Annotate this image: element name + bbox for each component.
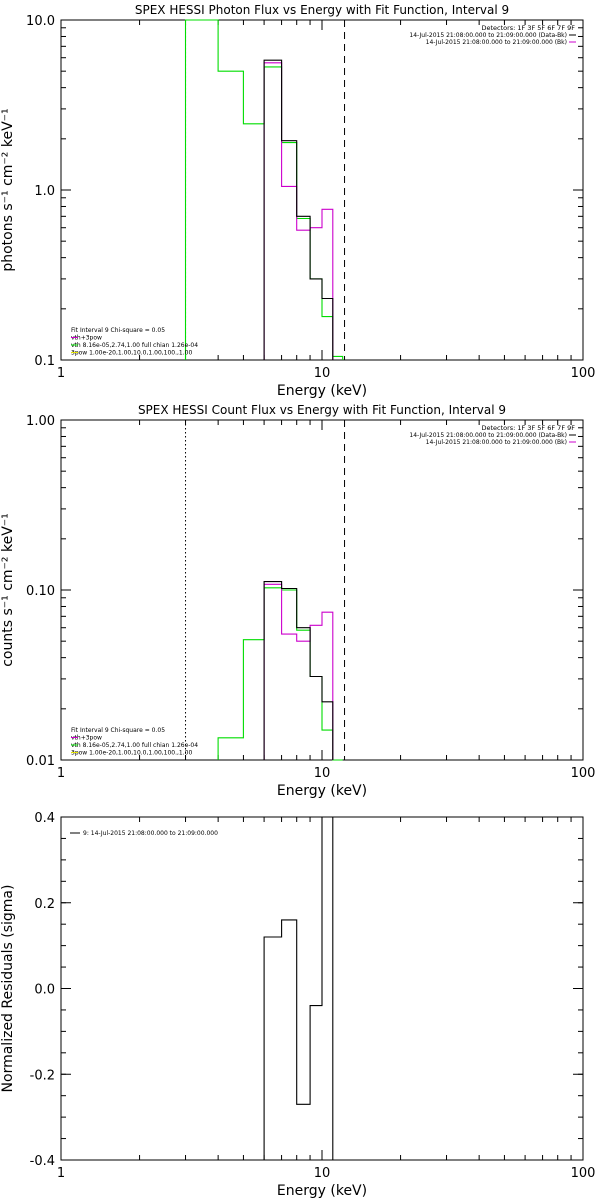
legend-entry-label: Fit Interval 9 Chi-square = 0.05 xyxy=(71,727,165,734)
detectors-label: Detectors: 1F 3F 5F 6F 7F 9F xyxy=(481,24,575,32)
x-tick-label: 100 xyxy=(571,1166,596,1181)
legend-entry-label: 9: 14-Jul-2015 21:08:00.000 to 21:09:00.… xyxy=(83,830,218,837)
count-flux-panel: SPEX HESSI Count Flux vs Energy with Fit… xyxy=(0,403,595,799)
chart-title: SPEX HESSI Photon Flux vs Energy with Fi… xyxy=(135,3,509,17)
x-tick-label: 1 xyxy=(57,366,65,381)
legend-entry-label: vth+3pow xyxy=(71,735,102,742)
y-axis-label: photons s⁻¹ cm⁻² keV⁻¹ xyxy=(0,108,16,271)
detectors-label: Detectors: 1F 3F 5F 6F 7F 9F xyxy=(481,424,575,432)
y-tick-label: 1.0 xyxy=(34,184,55,199)
legend-entry-label: 3pow 1.00e-20,1.00,10.0,1.00,100.,1.00 xyxy=(71,350,192,357)
x-axis-label: Energy (keV) xyxy=(277,1183,367,1199)
x-tick-label: 10 xyxy=(314,766,331,781)
series-line-data-bk xyxy=(263,581,334,760)
x-tick-label: 10 xyxy=(314,1166,331,1181)
y-tick-label: -0.4 xyxy=(30,1154,55,1169)
x-tick-label: 1 xyxy=(57,1166,65,1181)
y-tick-label: 0.10 xyxy=(26,584,55,599)
legend-entry-label: vth 8.16e-05,2.74,1.00 full chian 1.26e-… xyxy=(71,742,198,749)
legend-entry-label: 14-Jul-2015 21:08:00.000 to 21:09:00.000… xyxy=(409,32,567,39)
x-tick-label: 10 xyxy=(314,366,331,381)
legend-entry-label: 14-Jul-2015 21:08:00.000 to 21:09:00.000… xyxy=(409,432,567,439)
y-axis-label: Normalized Residuals (sigma) xyxy=(0,885,16,1093)
y-tick-label: -0.2 xyxy=(30,1068,55,1083)
legend-entry-label: 3pow 1.00e-20,1.00,10.0,1.00,100.,1.00 xyxy=(71,750,192,757)
series-line-vth-3pow xyxy=(184,19,344,360)
legend-entry-label: Fit Interval 9 Chi-square = 0.05 xyxy=(71,327,165,334)
series-line-data-bk xyxy=(263,59,334,360)
y-tick-label: 1.00 xyxy=(26,414,55,429)
residuals-panel: 1 10 100 Energy (keV) 0.4 0.2 0.0 -0.2 -0.4 Norma… xyxy=(0,811,595,1199)
series-line-bk xyxy=(263,583,334,760)
x-axis-label: Energy (keV) xyxy=(277,383,367,399)
y-tick-label: 0.2 xyxy=(34,897,55,912)
photon-flux-panel: SPEX HESSI Photon Flux vs Energy with Fi… xyxy=(0,3,595,399)
series-line-residuals xyxy=(263,816,334,1160)
legend-entry-label: 14-Jul-2015 21:08:00.000 to 21:09:00.000… xyxy=(426,39,567,46)
x-tick-label: 1 xyxy=(57,766,65,781)
legend-entry-label: 14-Jul-2015 21:08:00.000 to 21:09:00.000… xyxy=(426,439,567,446)
x-axis-label: Energy (keV) xyxy=(277,783,367,799)
chart-title: SPEX HESSI Count Flux vs Energy with Fit… xyxy=(138,403,506,417)
y-axis-label: counts s⁻¹ cm⁻² keV⁻¹ xyxy=(0,513,16,667)
y-tick-label: 0.01 xyxy=(26,754,55,769)
y-tick-label: 0.0 xyxy=(34,983,55,998)
x-tick-label: 100 xyxy=(571,766,596,781)
x-tick-label: 100 xyxy=(571,366,596,381)
y-tick-label: 0.4 xyxy=(34,811,55,826)
legend-entry-label: vth 8.16e-05,2.74,1.00 full chian 1.26e-… xyxy=(71,342,198,349)
y-tick-label: 0.1 xyxy=(34,354,55,369)
legend-entry-label: vth+3pow xyxy=(71,335,102,342)
y-tick-label: 10.0 xyxy=(26,14,55,29)
series-line-bk xyxy=(263,62,334,360)
